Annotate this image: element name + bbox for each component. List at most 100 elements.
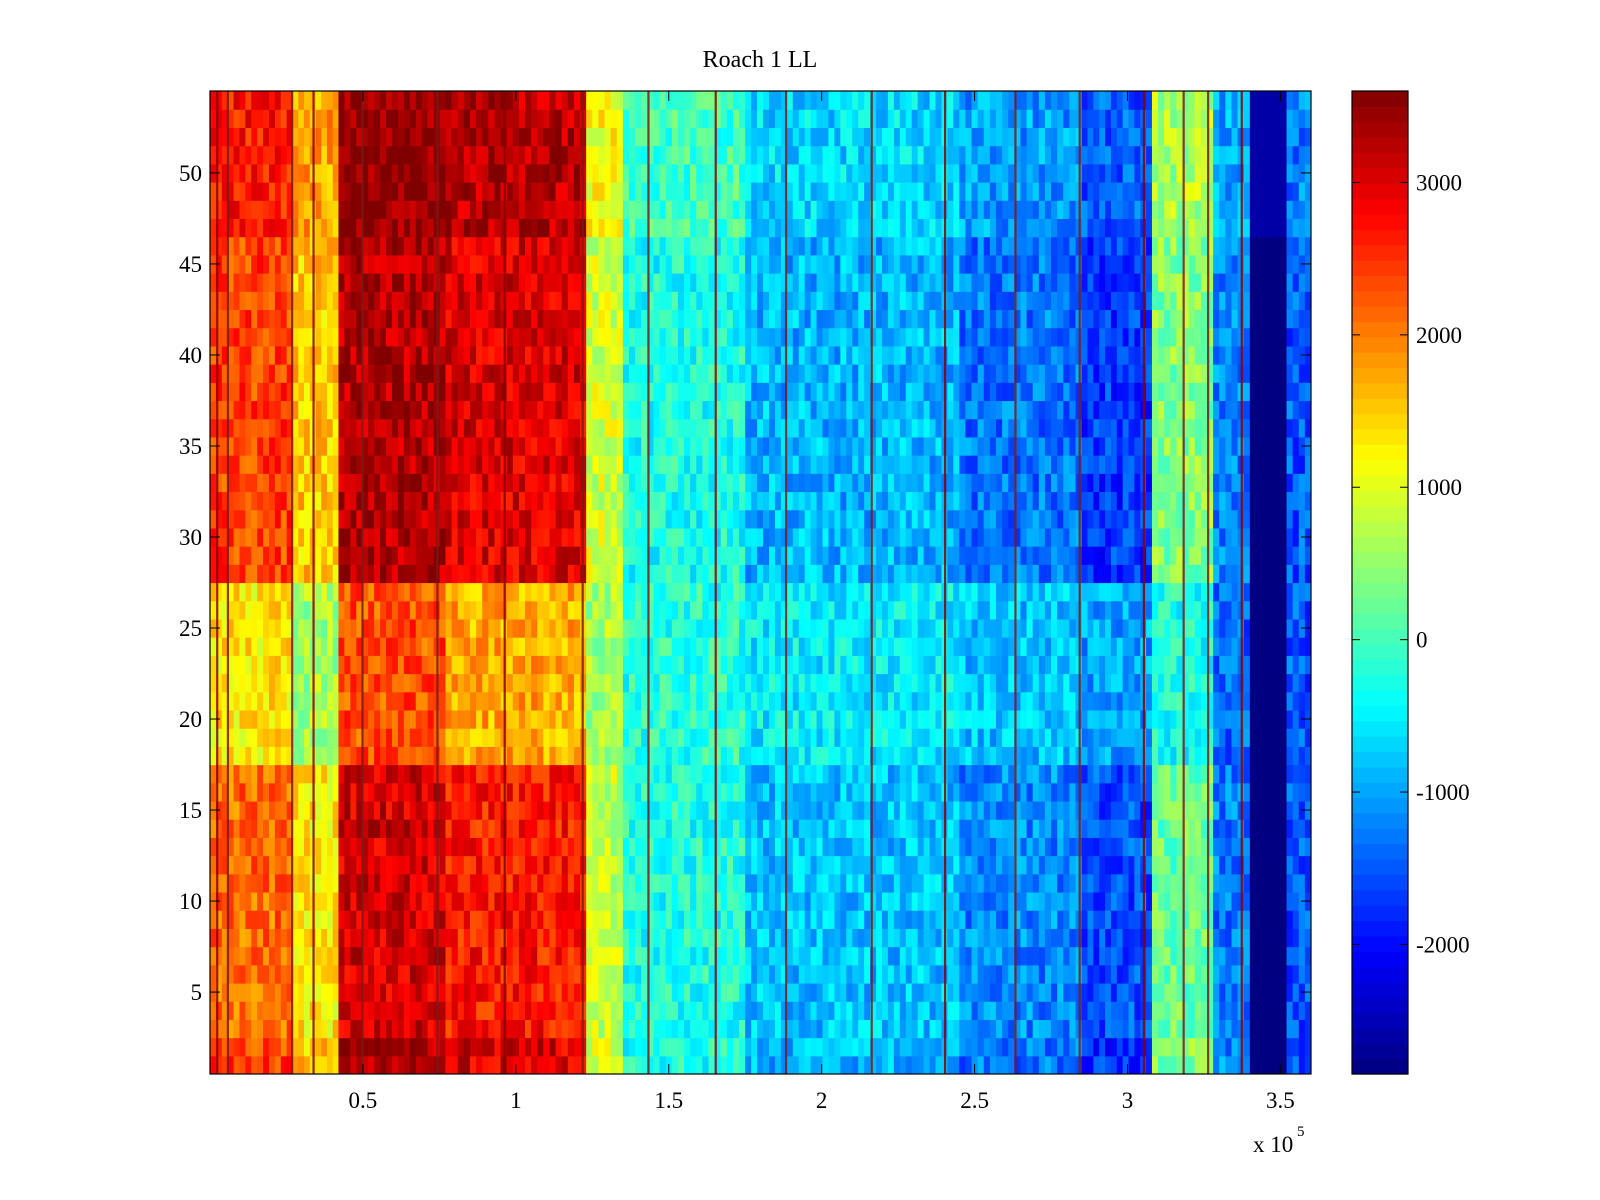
heatmap-cell xyxy=(469,109,477,128)
heatmap-cell xyxy=(415,291,423,311)
heatmap-cell xyxy=(561,782,569,802)
heatmap-cell xyxy=(702,728,710,747)
heatmap-cell xyxy=(439,873,447,893)
heatmap-cell xyxy=(245,928,252,948)
heatmap-cell xyxy=(751,309,758,329)
heatmap-cell xyxy=(210,855,217,875)
heatmap-cell xyxy=(280,891,288,911)
heatmap-cell xyxy=(457,964,465,984)
heatmap-cell xyxy=(263,127,270,147)
heatmap-cell xyxy=(469,1037,477,1057)
heatmap-cell xyxy=(677,582,685,602)
heatmap-cell xyxy=(263,782,270,802)
heatmap-cell xyxy=(451,527,459,547)
heatmap-cell xyxy=(696,400,703,420)
heatmap-cell xyxy=(555,182,563,201)
heatmap-cell xyxy=(732,436,740,456)
heatmap-cell xyxy=(696,273,703,292)
heatmap-cell xyxy=(415,109,423,128)
heatmap-cell xyxy=(482,218,489,238)
heatmap-cell xyxy=(659,163,667,183)
heatmap-cell xyxy=(374,1019,381,1039)
heatmap-cell xyxy=(720,728,728,747)
heatmap-cell xyxy=(702,691,710,711)
heatmap-cell xyxy=(215,291,223,311)
heatmap-cell xyxy=(739,764,746,784)
heatmap-cell xyxy=(421,182,429,201)
heatmap-cell xyxy=(696,527,703,547)
heatmap-cell xyxy=(616,837,624,857)
heatmap-cell xyxy=(263,709,270,729)
heatmap-cell xyxy=(720,746,728,766)
heatmap-cell xyxy=(210,655,217,675)
heatmap-cell xyxy=(233,145,241,165)
heatmap-cell xyxy=(482,400,489,420)
heatmap-cell xyxy=(482,291,489,311)
heatmap-cell xyxy=(321,145,328,165)
heatmap-cell xyxy=(386,400,393,420)
heatmap-cell xyxy=(628,382,636,402)
heatmap-cell xyxy=(518,200,526,220)
heatmap-cell xyxy=(457,345,465,365)
heatmap-cell xyxy=(326,946,334,966)
heatmap-cell xyxy=(374,873,381,893)
heatmap-cell xyxy=(298,855,305,875)
heatmap-cell xyxy=(403,546,411,565)
heatmap-cell xyxy=(280,364,288,383)
heatmap-cell xyxy=(616,254,624,274)
heatmap-cell xyxy=(494,200,502,220)
heatmap-cell xyxy=(380,928,387,948)
heatmap-cell xyxy=(512,618,520,638)
heatmap-cell xyxy=(251,764,258,784)
heatmap-cell xyxy=(427,400,435,420)
heatmap-cell xyxy=(457,764,465,784)
heatmap-cell xyxy=(215,382,223,402)
heatmap-cell xyxy=(476,800,483,820)
heatmap-cell xyxy=(506,509,514,529)
heatmap-cell xyxy=(757,418,764,438)
heatmap-cell xyxy=(268,891,276,911)
heatmap-cell xyxy=(469,655,477,675)
heatmap-cell xyxy=(488,928,496,948)
heatmap-cell xyxy=(274,327,282,347)
heatmap-cell xyxy=(543,764,551,784)
heatmap-cell xyxy=(739,709,746,729)
heatmap-cell xyxy=(573,473,581,493)
heatmap-cell xyxy=(263,891,270,911)
heatmap-cell xyxy=(263,855,270,875)
heatmap-cell xyxy=(537,891,544,911)
heatmap-cell xyxy=(567,527,575,547)
heatmap-cell xyxy=(604,436,612,456)
heatmap-cell xyxy=(518,1001,526,1020)
heatmap-cell xyxy=(641,855,648,875)
heatmap-cell xyxy=(610,327,618,347)
heatmap-cell xyxy=(732,546,740,565)
heatmap-cell xyxy=(555,618,563,638)
heatmap-cell xyxy=(315,91,322,110)
heatmap-cell xyxy=(374,928,381,948)
heatmap-cell xyxy=(315,1055,322,1074)
heatmap-cell xyxy=(227,564,235,584)
heatmap-cell xyxy=(409,400,417,420)
heatmap-cell xyxy=(397,928,405,948)
heatmap-cell xyxy=(739,546,746,565)
heatmap-cell xyxy=(628,364,636,383)
heatmap-cell xyxy=(708,273,716,292)
heatmap-cell xyxy=(531,327,538,347)
heatmap-cell xyxy=(286,546,294,565)
heatmap-cell xyxy=(647,964,655,984)
heatmap-cell xyxy=(386,800,393,820)
heatmap-cell xyxy=(610,182,618,201)
heatmap-cell xyxy=(714,764,722,784)
heatmap-cell xyxy=(409,163,417,183)
heatmap-cell xyxy=(380,145,387,165)
heatmap-cell xyxy=(573,218,581,238)
heatmap-cell xyxy=(671,382,679,402)
heatmap-cell xyxy=(380,218,387,238)
heatmap-cell xyxy=(380,655,387,675)
heatmap-cell xyxy=(622,327,630,347)
heatmap-cell xyxy=(708,1037,716,1057)
heatmap-cell xyxy=(494,546,502,565)
heatmap-cell xyxy=(592,1055,600,1074)
heatmap-cell xyxy=(439,928,447,948)
